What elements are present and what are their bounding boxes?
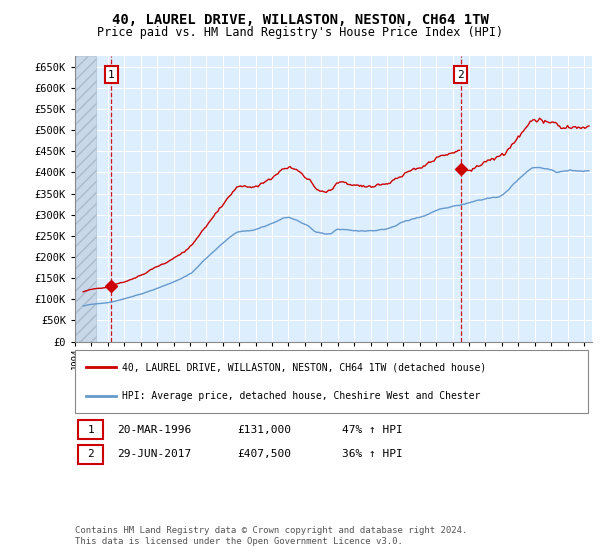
Text: Contains HM Land Registry data © Crown copyright and database right 2024.
This d: Contains HM Land Registry data © Crown c…	[75, 526, 467, 546]
Text: 20-MAR-1996: 20-MAR-1996	[117, 424, 191, 435]
Text: £131,000: £131,000	[237, 424, 291, 435]
Text: Price paid vs. HM Land Registry's House Price Index (HPI): Price paid vs. HM Land Registry's House …	[97, 26, 503, 39]
Text: HPI: Average price, detached house, Cheshire West and Chester: HPI: Average price, detached house, Ches…	[122, 391, 480, 401]
Text: £407,500: £407,500	[237, 449, 291, 459]
Text: 36% ↑ HPI: 36% ↑ HPI	[342, 449, 403, 459]
Text: 29-JUN-2017: 29-JUN-2017	[117, 449, 191, 459]
Bar	[75, 56, 97, 342]
Text: 1: 1	[108, 69, 115, 80]
Text: 1: 1	[87, 424, 94, 435]
Text: 40, LAUREL DRIVE, WILLASTON, NESTON, CH64 1TW: 40, LAUREL DRIVE, WILLASTON, NESTON, CH6…	[112, 13, 488, 27]
Text: 40, LAUREL DRIVE, WILLASTON, NESTON, CH64 1TW (detached house): 40, LAUREL DRIVE, WILLASTON, NESTON, CH6…	[122, 362, 486, 372]
Text: 2: 2	[87, 449, 94, 459]
Text: 47% ↑ HPI: 47% ↑ HPI	[342, 424, 403, 435]
Text: 2: 2	[457, 69, 464, 80]
